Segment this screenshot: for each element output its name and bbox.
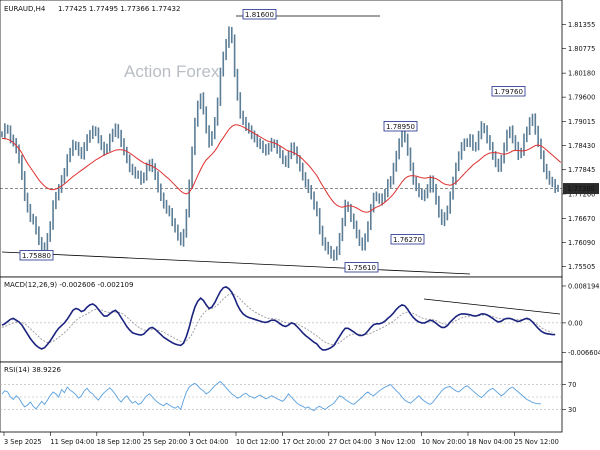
price-label-text: 1.76270 xyxy=(393,236,422,244)
time-tick-label: 10 Nov 20:00 xyxy=(422,438,466,446)
price-label-text: 1.79760 xyxy=(494,88,523,96)
price-label: 1.79760 xyxy=(491,86,526,97)
price-panel-frame xyxy=(0,0,563,278)
price-y-tick-label: 1.77260 xyxy=(568,190,595,198)
time-tick-label: 3 Oct 04:00 xyxy=(190,438,229,446)
rsi-line xyxy=(1,380,541,412)
macd-title: MACD(12,26,9) -0.002606 -0.002109 xyxy=(4,281,133,289)
time-tick-label: 18 Nov 04:00 xyxy=(468,438,512,446)
price-y-tick-label: 1.78430 xyxy=(568,142,595,150)
price-y-tick-label: 1.77845 xyxy=(568,166,595,174)
time-axis: 3 Sep 2025 11 Sep 04:00 18 Sep 12:00 25 Sep… xyxy=(3,432,559,446)
price-label-text: 1.81600 xyxy=(245,11,274,19)
price-label-group: 1.81600 1.75880 1.78950 1.75610 1.76270 1.797… xyxy=(19,9,526,273)
macd-panel-frame xyxy=(0,276,563,363)
macd-y-tick-label: 0.00 xyxy=(568,319,583,327)
rsi-grid xyxy=(0,384,562,410)
time-tick-label: 10 Oct 12:00 xyxy=(236,438,279,446)
price-y-tick-label: 1.80775 xyxy=(568,45,595,53)
price-label-box xyxy=(19,250,54,261)
time-tick-label: 18 Sep 12:00 xyxy=(97,438,141,446)
price-label-box xyxy=(242,9,277,20)
rsi-y-tick-label: 30 xyxy=(568,406,576,414)
macd-y-axis: 0.008194 0.00 -0.006604 xyxy=(562,282,600,357)
price-label: 1.81600 xyxy=(242,9,277,20)
macd-series-group xyxy=(0,286,562,351)
macd-y-tick-label: -0.006604 xyxy=(568,349,600,357)
support-trendline xyxy=(1,251,471,275)
price-y-tick-label: 1.80180 xyxy=(568,70,595,78)
price-label-text: 1.75610 xyxy=(347,264,376,272)
watermark: Action Forex xyxy=(124,62,220,81)
symbol-label: EURAUD,H4 xyxy=(4,5,46,13)
time-tick-label: 25 Nov 12:00 xyxy=(514,438,558,446)
price-label: 1.78950 xyxy=(383,121,418,132)
price-label: 1.75880 xyxy=(19,250,54,261)
price-label-box xyxy=(491,86,526,97)
rsi-y-tick-label: 70 xyxy=(568,381,576,389)
price-y-tick-label: 1.76670 xyxy=(568,215,595,223)
quote-label: 1.77425 1.77495 1.77366 1.77432 xyxy=(58,5,180,13)
rsi-panel: RSI(14) 38.9226 70 30 xyxy=(0,361,576,433)
price-panel: EURAUD,H4 1.77425 1.77495 1.77366 1.7743… xyxy=(0,0,599,278)
moving-average-line xyxy=(2,124,562,213)
price-label: 1.75610 xyxy=(344,262,379,273)
price-label-text: 1.78950 xyxy=(386,123,415,131)
price-label-box xyxy=(383,121,418,132)
macd-line xyxy=(1,286,556,351)
macd-trendline xyxy=(423,298,561,315)
macd-y-tick-label: 0.008194 xyxy=(568,282,599,290)
rsi-y-axis: 70 30 xyxy=(562,381,576,414)
time-tick-label: 3 Nov 12:00 xyxy=(375,438,415,446)
price-y-tick-label: 1.79015 xyxy=(568,118,595,126)
price-y-tick-label: 1.75505 xyxy=(568,263,595,271)
macd-divergence-line xyxy=(423,298,561,315)
price-y-axis: 1.81355 1.80775 1.80180 1.79600 1.79015 1.784… xyxy=(562,21,599,271)
current-price-tag-text: 1.77390 xyxy=(567,185,594,193)
macd-panel: MACD(12,26,9) -0.002606 -0.002109 0.0081… xyxy=(0,276,600,363)
rsi-series-group xyxy=(1,380,541,412)
price-y-tick-label: 1.76090 xyxy=(568,239,595,247)
price-label-box xyxy=(344,262,379,273)
rsi-title: RSI(14) 38.9226 xyxy=(4,366,61,374)
price-label-text: 1.75880 xyxy=(22,252,51,260)
price-label: 1.76270 xyxy=(390,234,425,245)
price-y-tick-label: 1.81355 xyxy=(568,21,595,29)
time-tick-label: 25 Sep 20:00 xyxy=(143,438,187,446)
time-tick-label: 17 Oct 20:00 xyxy=(282,438,325,446)
current-price-tag xyxy=(563,183,599,195)
time-tick-label: 27 Oct 04:00 xyxy=(329,438,372,446)
time-tick-label: 11 Sep 04:00 xyxy=(50,438,94,446)
price-label-box xyxy=(390,234,425,245)
price-series-group xyxy=(1,26,562,262)
time-tick-label: 3 Sep 2025 xyxy=(4,438,42,446)
price-y-tick-label: 1.79600 xyxy=(568,94,595,102)
